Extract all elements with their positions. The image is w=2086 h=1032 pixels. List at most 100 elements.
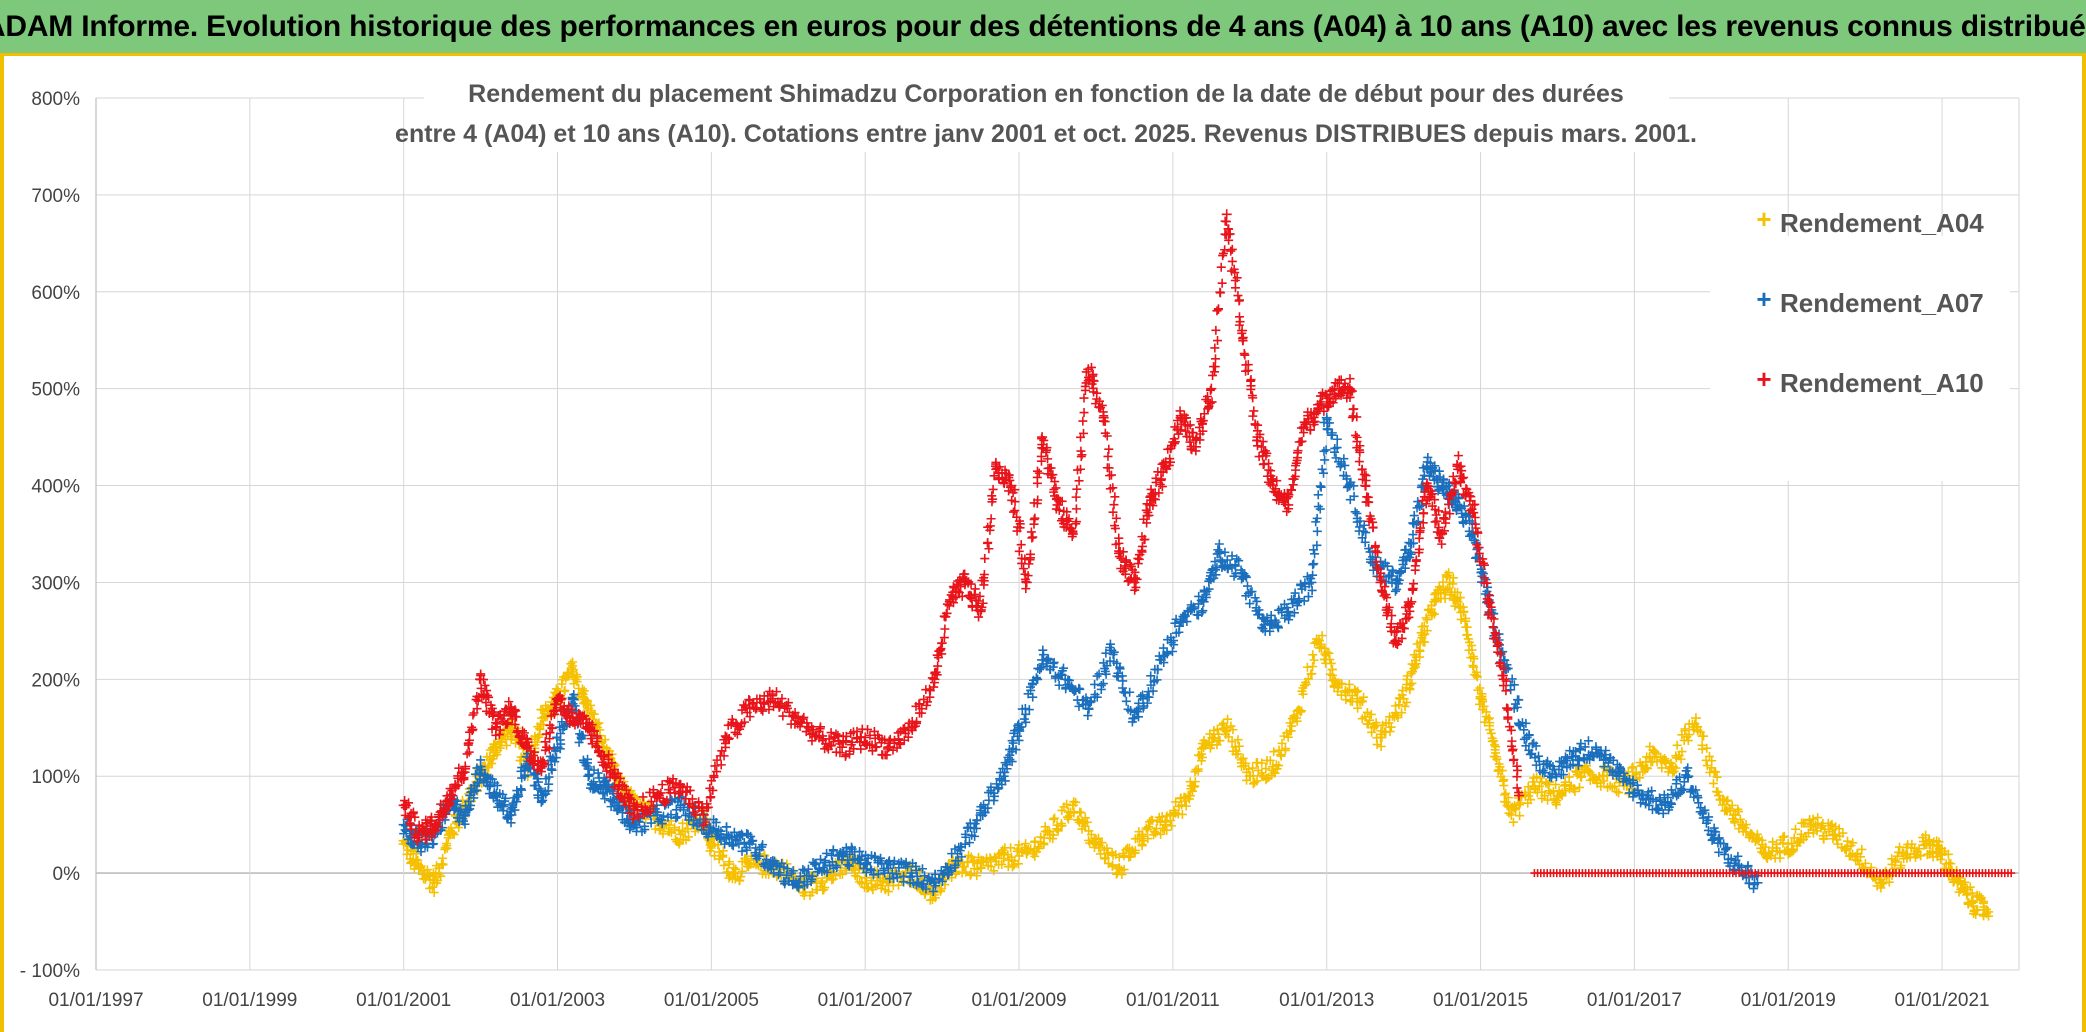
data-point-a10 [1025, 553, 1035, 563]
data-point-a10 [1225, 229, 1235, 239]
data-point-a10 [1023, 571, 1033, 581]
data-point-a07 [1312, 526, 1322, 536]
data-point-a07 [873, 869, 883, 879]
data-point-a04 [1223, 714, 1233, 724]
data-point-a10 [956, 582, 966, 592]
data-point-a07 [1405, 547, 1415, 557]
data-point-a10 [1227, 244, 1237, 254]
data-point-a07 [694, 818, 704, 828]
x-tick-label: 01/01/2007 [818, 990, 913, 1011]
data-point-a10 [638, 792, 648, 802]
data-point-a04 [502, 740, 512, 750]
data-point-a04 [1491, 748, 1501, 758]
data-point-a04 [1261, 764, 1271, 774]
data-point-a04 [1800, 818, 1810, 828]
data-point-a07 [1360, 537, 1370, 547]
data-point-a10 [464, 747, 474, 757]
data-point-a10 [594, 746, 604, 756]
data-point-a10 [1188, 428, 1198, 438]
data-point-a10 [1185, 420, 1195, 430]
data-point-a07 [1096, 680, 1106, 690]
data-point-a04 [1965, 882, 1975, 892]
data-point-a10 [1068, 527, 1078, 537]
data-point-a07 [1406, 549, 1416, 559]
data-point-a07 [728, 841, 738, 851]
data-point-a07 [506, 818, 516, 828]
data-point-a04 [669, 825, 679, 835]
data-point-a04 [1752, 829, 1762, 839]
data-point-a10 [1291, 461, 1301, 471]
data-point-a07 [1663, 792, 1673, 802]
data-point-a10 [882, 744, 892, 754]
data-point-a07 [1509, 680, 1519, 690]
data-point-a10 [1057, 496, 1067, 506]
data-point-a07 [800, 866, 810, 876]
data-point-a07 [1240, 571, 1250, 581]
data-point-a04 [1775, 848, 1785, 858]
data-point-a07 [1028, 680, 1038, 690]
data-point-a10 [756, 704, 766, 714]
data-point-a04 [1635, 773, 1645, 783]
data-point-a07 [1693, 791, 1702, 801]
data-point-a04 [705, 846, 715, 856]
data-point-a07 [1413, 517, 1423, 527]
data-point-a04 [1455, 593, 1465, 603]
data-point-a04 [1395, 694, 1405, 704]
series-rendement-a10 [398, 209, 1525, 847]
data-point-a04 [1735, 814, 1745, 824]
data-point-a07 [1271, 617, 1281, 627]
data-point-a04 [734, 876, 744, 886]
data-point-a07 [1349, 491, 1359, 501]
data-point-a07 [1568, 759, 1578, 769]
data-point-a10 [1213, 304, 1223, 314]
data-point-a04 [1177, 809, 1187, 819]
data-point-a04 [1351, 687, 1361, 697]
data-point-a04 [1107, 861, 1117, 871]
data-point-a07 [1171, 614, 1181, 624]
data-point-a07 [1299, 596, 1309, 606]
data-point-a07 [1315, 504, 1325, 514]
data-point-a04 [1151, 828, 1161, 838]
data-point-a04 [718, 846, 728, 856]
data-point-a07 [1521, 741, 1531, 751]
data-point-a10 [1217, 278, 1227, 288]
data-point-a10 [912, 717, 922, 727]
data-point-a07 [584, 769, 594, 779]
data-point-a04 [1309, 655, 1319, 665]
data-point-a04 [1657, 763, 1667, 773]
data-point-a10 [495, 725, 505, 735]
data-point-a10 [741, 700, 751, 710]
data-point-a07 [1054, 680, 1064, 690]
data-point-a10 [1258, 437, 1268, 447]
data-point-a04 [737, 866, 747, 876]
data-point-a10 [1191, 446, 1201, 456]
data-point-a04 [446, 823, 456, 833]
chart-title-line-2: entre 4 (A04) et 10 ans (A10). Cotations… [395, 120, 1697, 148]
data-point-a10 [782, 703, 792, 713]
data-point-a10 [1034, 468, 1044, 478]
data-point-a07 [1265, 626, 1275, 636]
data-point-a10 [939, 633, 949, 643]
data-point-a10 [436, 799, 446, 809]
data-point-a07 [1698, 813, 1708, 823]
data-point-a04 [1923, 836, 1933, 846]
data-point-a07 [1308, 560, 1318, 570]
data-point-a07 [1394, 575, 1404, 585]
data-point-a04 [1472, 667, 1482, 677]
data-point-a04 [1723, 795, 1733, 805]
data-point-a04 [1162, 825, 1172, 835]
data-point-a04 [1233, 749, 1243, 759]
data-point-a07 [1350, 507, 1360, 517]
x-tick-label: 01/01/2019 [1741, 990, 1836, 1011]
x-tick-label: 01/01/2013 [1279, 990, 1374, 1011]
data-point-a10 [1075, 464, 1085, 474]
series-rendement-a07 [398, 412, 1763, 896]
data-point-a10 [1079, 408, 1089, 418]
data-point-a07 [1304, 579, 1314, 589]
data-point-a07 [1359, 520, 1369, 530]
data-point-a10 [833, 730, 843, 740]
data-point-a07 [1703, 815, 1713, 825]
data-point-a10 [468, 724, 478, 734]
data-point-a10 [473, 696, 483, 706]
data-point-a07 [751, 843, 761, 853]
